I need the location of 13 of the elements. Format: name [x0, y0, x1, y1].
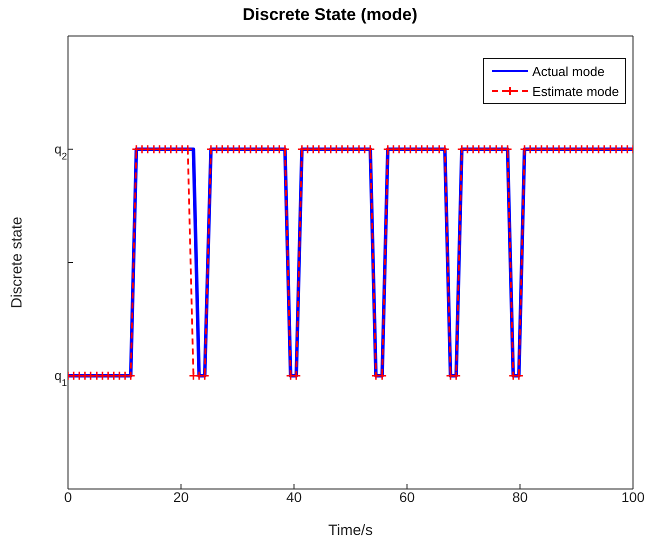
chart-title: Discrete State (mode)	[242, 5, 418, 24]
x-tick-label: 20	[173, 489, 189, 505]
x-axis-title: Time/s	[328, 522, 373, 539]
y-tick-label: q$_{1}$	[54, 368, 67, 388]
legend-label: Estimate mode	[532, 84, 619, 98]
x-tick-label: 40	[286, 489, 302, 505]
x-tick-label: 80	[512, 489, 528, 505]
x-tick-label: 100	[621, 489, 645, 505]
y-tick-label: q$_{2}$	[54, 141, 67, 162]
x-tick-label: 0	[64, 489, 72, 505]
y-axis-title: Discrete state	[8, 216, 26, 308]
x-tick-label: 60	[399, 489, 415, 505]
legend-label: Actual mode	[532, 64, 605, 78]
